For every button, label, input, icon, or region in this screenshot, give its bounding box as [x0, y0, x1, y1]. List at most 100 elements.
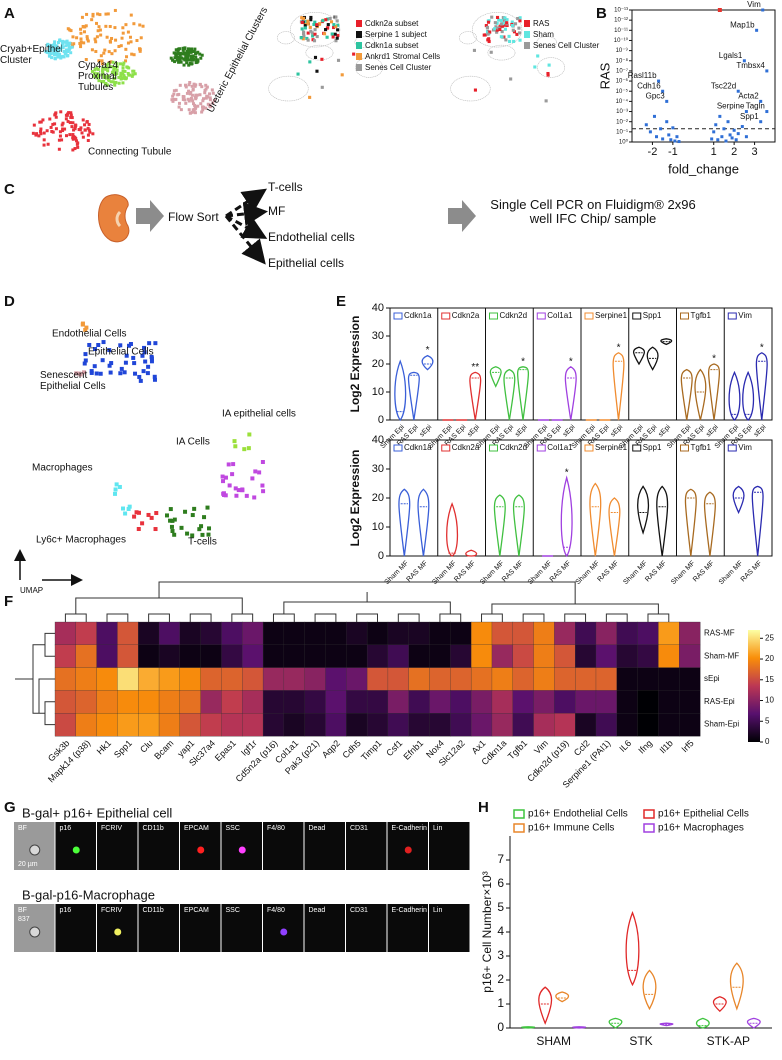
- violin: [407, 371, 420, 421]
- x-tick-label: sEpi: [657, 423, 672, 438]
- legend-label: RAS: [533, 19, 549, 28]
- cell-dot: [121, 26, 125, 30]
- cell-dot: [179, 108, 183, 112]
- cell-dot: [315, 35, 319, 39]
- cell-dot: [86, 39, 90, 43]
- legend-swatch: [524, 20, 530, 27]
- cell-dot: [74, 123, 78, 127]
- x-tick-label: 1: [711, 146, 717, 158]
- violin: [503, 368, 516, 421]
- cell-dot: [308, 95, 312, 99]
- cell-dot: [104, 82, 108, 86]
- cell-dot: [100, 69, 104, 73]
- point: [675, 135, 679, 139]
- point: [720, 135, 724, 139]
- signal-dot: [238, 846, 246, 854]
- cell-dot: [98, 28, 102, 32]
- violin: [695, 1017, 710, 1029]
- cell-dot: [180, 56, 184, 60]
- x-tick-label: Sham MF: [622, 560, 648, 586]
- cell-dot: [111, 70, 115, 74]
- cell-dot: [67, 44, 71, 48]
- cell-dot: [136, 510, 141, 515]
- violin: [708, 363, 721, 421]
- cell-dot: [309, 18, 313, 22]
- image-tile: [221, 904, 262, 952]
- cell-dot: [120, 36, 124, 40]
- point: [755, 28, 759, 32]
- cell-dot: [49, 125, 53, 129]
- cell-dot: [184, 85, 188, 89]
- cell-dot: [121, 63, 125, 67]
- cell-dot: [178, 57, 182, 61]
- cell-dot: [495, 28, 499, 32]
- cell-dot: [206, 532, 211, 537]
- cell-dot: [81, 24, 85, 28]
- cell-dot: [123, 511, 128, 516]
- cell-dot: [85, 120, 89, 124]
- image-tile: [387, 904, 428, 952]
- row-label: Sham-MF: [704, 651, 739, 660]
- heat-cell: [491, 667, 514, 691]
- cell-dot: [58, 130, 62, 134]
- flow-arrows: [224, 188, 268, 265]
- cell-dot: [207, 103, 211, 107]
- violin: [493, 494, 506, 557]
- cell-dot: [200, 532, 205, 537]
- y-tick-label: 0: [378, 414, 384, 426]
- heat-cell: [138, 690, 160, 714]
- label: Senescent Epithelial Cells: [40, 370, 106, 392]
- heat-cell: [304, 621, 326, 646]
- cell-dot: [192, 102, 196, 106]
- cell-dot: [115, 62, 119, 66]
- legend-swatch: [393, 312, 403, 320]
- cell-dot: [95, 21, 99, 25]
- cell-dot: [124, 59, 128, 63]
- cell-dot: [97, 25, 101, 29]
- point: [722, 127, 726, 131]
- cell-dot: [208, 105, 212, 109]
- legend-swatch: [680, 444, 689, 452]
- heat-cell: [242, 667, 264, 691]
- legend-swatch: [489, 444, 498, 452]
- cell-dot: [97, 59, 101, 63]
- cell-dot: [58, 55, 62, 59]
- cell-dot: [168, 518, 173, 523]
- point-label: Cdh16: [637, 81, 661, 90]
- heat-cell: [658, 621, 680, 646]
- heat-cell: [325, 621, 347, 646]
- heat-cell: [554, 621, 576, 646]
- cell-dot: [97, 73, 101, 77]
- cell-dot: [193, 107, 197, 111]
- legend-swatch: [643, 823, 655, 833]
- heat-cell: [283, 690, 306, 714]
- cell-dot: [204, 87, 208, 91]
- cell-dot: [511, 28, 515, 32]
- cell-dot: [488, 30, 492, 34]
- heat-cell: [637, 644, 659, 669]
- legend-swatch: [536, 444, 546, 452]
- cell-dot: [547, 63, 551, 67]
- x-tick-label: STK-AP: [707, 1034, 750, 1048]
- cell-dot: [113, 487, 118, 492]
- cell-dot: [126, 506, 131, 511]
- cell-dot: [145, 371, 150, 376]
- image-tile: [221, 822, 262, 870]
- label: T-cells: [268, 180, 303, 194]
- cell-dot: [110, 52, 114, 56]
- cell-dot: [309, 15, 313, 20]
- y-tick-label: 0: [497, 1020, 504, 1034]
- cell-dot: [76, 141, 80, 145]
- panel-letter: B: [596, 5, 607, 22]
- legend-swatch: [356, 20, 362, 27]
- row-dendrogram: [15, 632, 55, 726]
- cell-dot: [178, 83, 182, 87]
- cell-dot: [122, 74, 126, 78]
- point-label: Tmbsx4: [736, 61, 765, 70]
- significance: *: [569, 356, 573, 367]
- heat-cell: [75, 667, 98, 691]
- cell-dot: [546, 71, 550, 76]
- cell-dot: [71, 121, 75, 125]
- cell-dot: [183, 46, 187, 50]
- arrow: [136, 200, 164, 232]
